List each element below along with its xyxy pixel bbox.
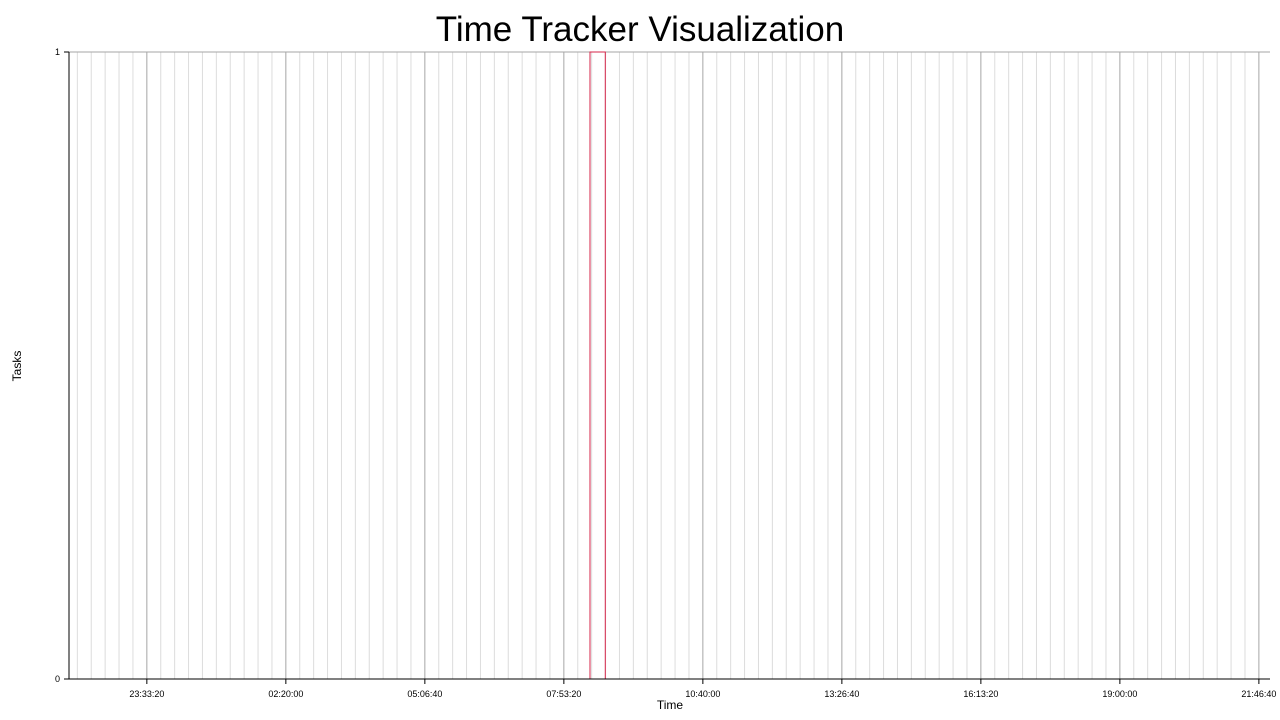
x-tick-label: 13:26:40 xyxy=(824,689,859,699)
y-tick-label: 0 xyxy=(55,674,60,684)
x-tick-label: 23:33:20 xyxy=(129,689,164,699)
x-tick-label: 07:53:20 xyxy=(546,689,581,699)
x-tick-label: 02:20:00 xyxy=(268,689,303,699)
task-bar xyxy=(589,51,606,680)
x-tick-label: 16:13:20 xyxy=(963,689,998,699)
axes: 23:33:20 02:20:00 05:06:40 07:53:20 10:40:00… xyxy=(55,47,1276,699)
x-tick-label: 10:40:00 xyxy=(685,689,720,699)
x-axis-label: Time xyxy=(656,698,684,712)
x-tick-label: 19:00:00 xyxy=(1102,689,1137,699)
grid xyxy=(69,51,1270,679)
x-tick-label: 21:46:40 xyxy=(1241,689,1276,699)
y-tick-label: 1 xyxy=(55,47,60,57)
x-tick-label: 05:06:40 xyxy=(407,689,442,699)
bars xyxy=(589,51,606,680)
chart-title: Time Tracker Visualization xyxy=(435,10,845,49)
